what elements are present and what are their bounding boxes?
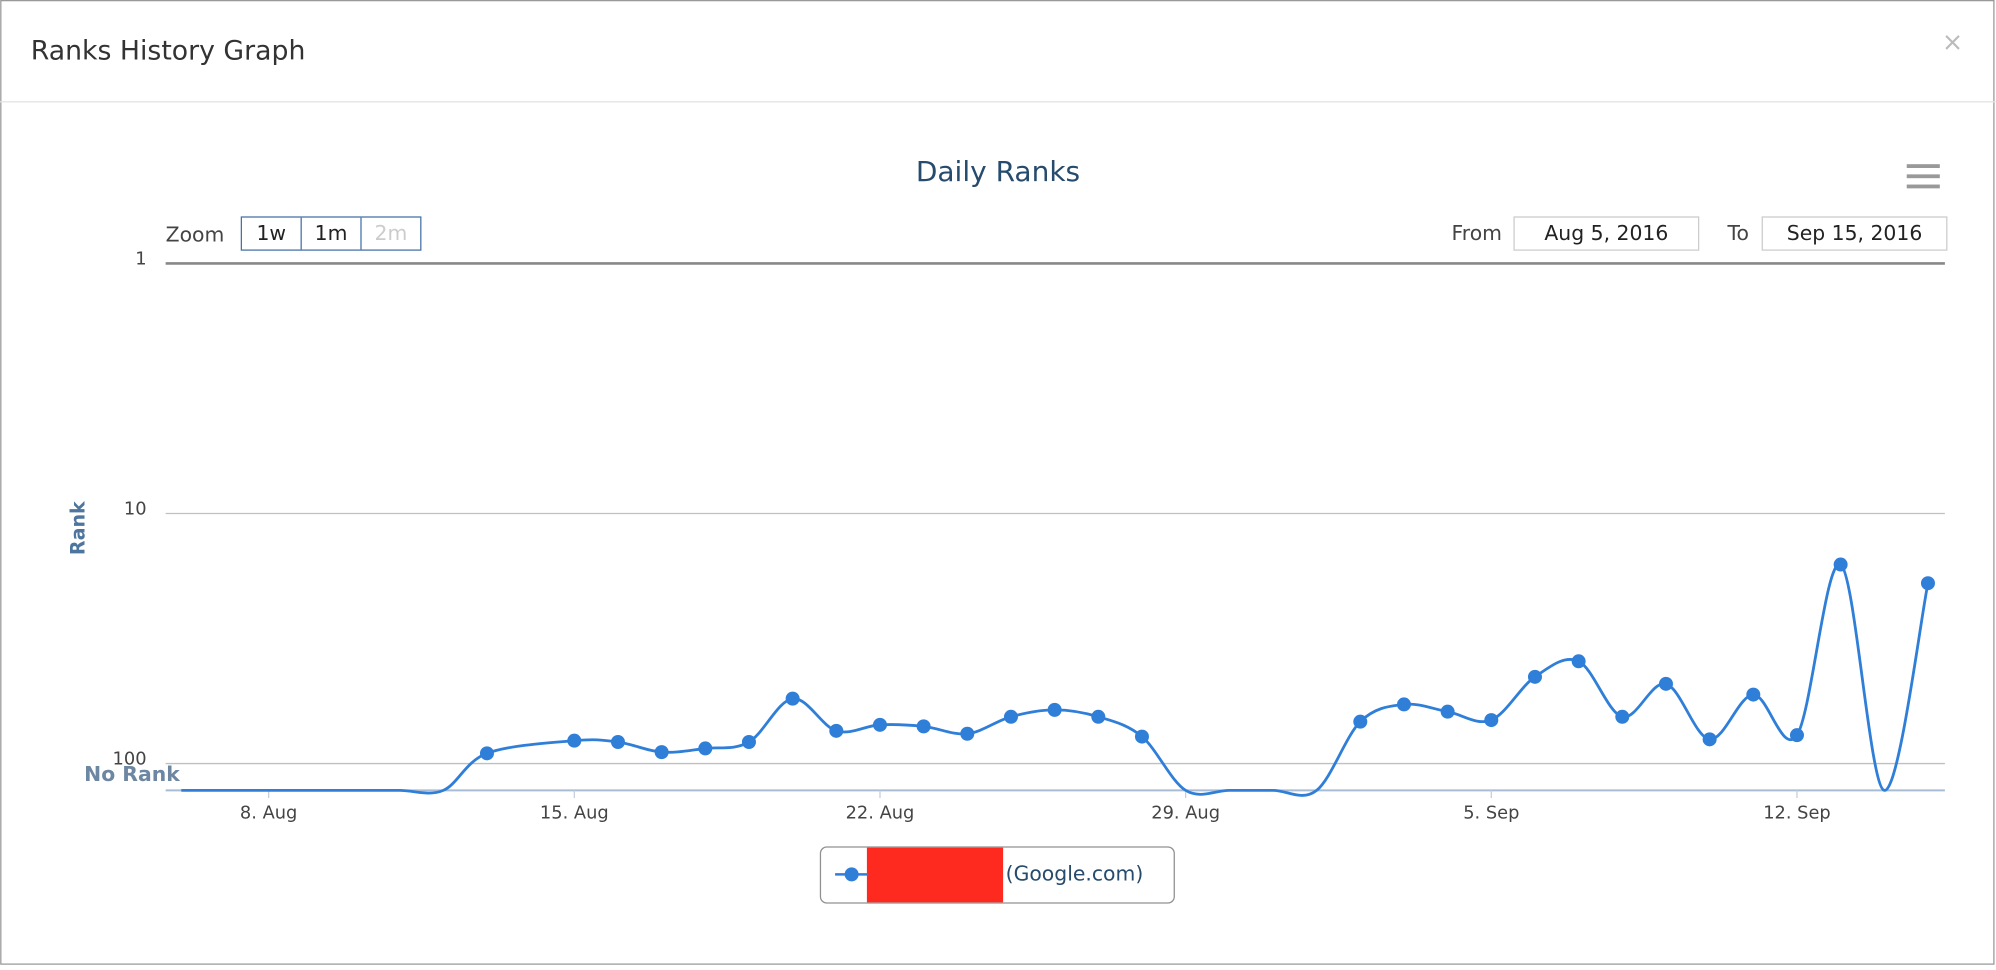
point	[1702, 732, 1717, 747]
zoom-button[interactable]: 1m	[315, 221, 348, 245]
x-tick-label: 8. Aug	[240, 802, 297, 823]
point	[567, 733, 582, 748]
chart-title: Daily Ranks	[916, 155, 1080, 188]
point	[1047, 702, 1062, 717]
menu-bar	[1906, 184, 1940, 189]
point	[785, 691, 800, 706]
point	[960, 726, 975, 741]
x-tick-label: 22. Aug	[846, 802, 915, 823]
point	[698, 741, 713, 756]
point	[1091, 709, 1106, 724]
to-value: Sep 15, 2016	[1787, 221, 1923, 245]
point	[916, 719, 931, 734]
point	[829, 723, 844, 738]
point	[1571, 654, 1586, 669]
to-input[interactable]	[1761, 216, 1948, 251]
zoom-group	[240, 216, 422, 251]
to-label: To	[1726, 221, 1748, 245]
point	[1833, 557, 1848, 572]
point	[1484, 713, 1499, 728]
legend-marker	[844, 867, 859, 882]
point	[1134, 729, 1149, 744]
point	[1920, 576, 1935, 591]
point	[1353, 714, 1368, 729]
zoom-button[interactable]: 2m	[375, 221, 408, 245]
x-tick-label: 5. Sep	[1463, 802, 1519, 823]
zoom-label: Zoom	[166, 222, 225, 246]
zoom-button[interactable]: 1w	[256, 221, 286, 245]
point	[872, 717, 887, 732]
from-input[interactable]	[1513, 216, 1700, 251]
point	[1003, 709, 1018, 724]
y-axis-title: Rank	[67, 500, 90, 555]
point	[741, 735, 756, 750]
point	[479, 746, 494, 761]
dialog-title: Ranks History Graph	[31, 36, 306, 67]
point	[654, 745, 669, 760]
point	[1746, 687, 1761, 702]
point	[1396, 697, 1411, 712]
point	[1615, 709, 1630, 724]
point	[1789, 728, 1804, 743]
y-tick-label: 100	[113, 749, 147, 770]
y-tick-label: 1	[135, 249, 146, 270]
point	[1658, 676, 1673, 691]
redaction	[866, 847, 1004, 903]
y-tick-label: No Rank	[84, 762, 180, 786]
from-label: From	[1452, 221, 1502, 245]
from-value: Aug 5, 2016	[1544, 221, 1668, 245]
y-tick-label: 10	[124, 499, 147, 520]
x-tick-label: 15. Aug	[540, 802, 609, 823]
point	[1440, 704, 1455, 719]
point	[1527, 669, 1542, 684]
point	[610, 735, 625, 750]
menu-button[interactable]	[1906, 164, 1940, 189]
close-button[interactable]: ×	[1942, 27, 1963, 57]
x-tick-label: 12. Sep	[1763, 802, 1831, 823]
legend-label: (Google.com)	[1006, 861, 1144, 885]
menu-bar	[1906, 164, 1940, 168]
menu-bar	[1906, 174, 1940, 179]
x-tick-label: 29. Aug	[1151, 802, 1220, 823]
